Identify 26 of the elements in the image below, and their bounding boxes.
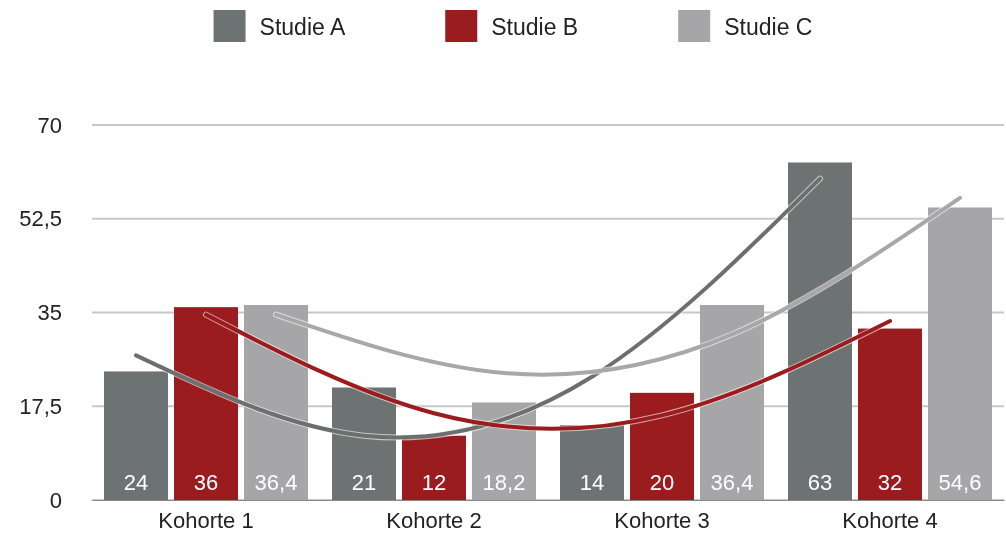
data-label: 36,4 (710, 470, 754, 495)
x-tick-label: Kohorte 2 (386, 507, 482, 533)
y-tick-label: 0 (49, 487, 62, 513)
data-label: 18,2 (482, 470, 526, 495)
y-tick-label: 70 (37, 112, 62, 138)
legend-label: Studie C (724, 14, 813, 40)
data-label: 32 (877, 470, 903, 495)
x-tick-label: Kohorte 1 (158, 507, 254, 533)
legend-label: Studie B (491, 14, 579, 40)
y-tick-label: 17,5 (19, 393, 62, 419)
bar (402, 435, 466, 500)
data-label: 54,6 (938, 470, 982, 495)
data-label: 36 (193, 470, 219, 495)
bar (560, 425, 624, 500)
x-tick-label: Kohorte 3 (614, 507, 710, 533)
x-tick-label: Kohorte 4 (842, 507, 938, 533)
data-label: 12 (421, 470, 447, 495)
data-label: 36,4 (254, 470, 298, 495)
y-tick-label: 52,5 (19, 206, 62, 232)
data-label: 24 (123, 470, 149, 495)
data-label: 63 (807, 470, 833, 495)
data-label: 14 (579, 470, 605, 495)
y-tick-label: 35 (37, 300, 62, 326)
legend-label: Studie A (259, 14, 346, 40)
data-label: 21 (351, 470, 377, 495)
data-label: 20 (649, 470, 675, 495)
